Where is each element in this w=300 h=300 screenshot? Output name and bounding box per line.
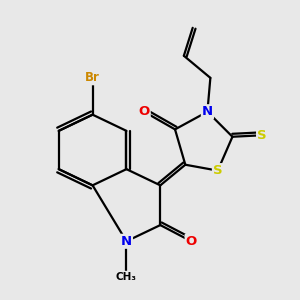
Text: CH₃: CH₃ [116, 272, 137, 282]
Text: N: N [121, 235, 132, 248]
Text: S: S [213, 164, 223, 177]
Text: S: S [257, 129, 267, 142]
Text: O: O [186, 235, 197, 248]
Text: Br: Br [85, 71, 100, 84]
Text: N: N [202, 105, 213, 118]
Text: O: O [139, 105, 150, 118]
